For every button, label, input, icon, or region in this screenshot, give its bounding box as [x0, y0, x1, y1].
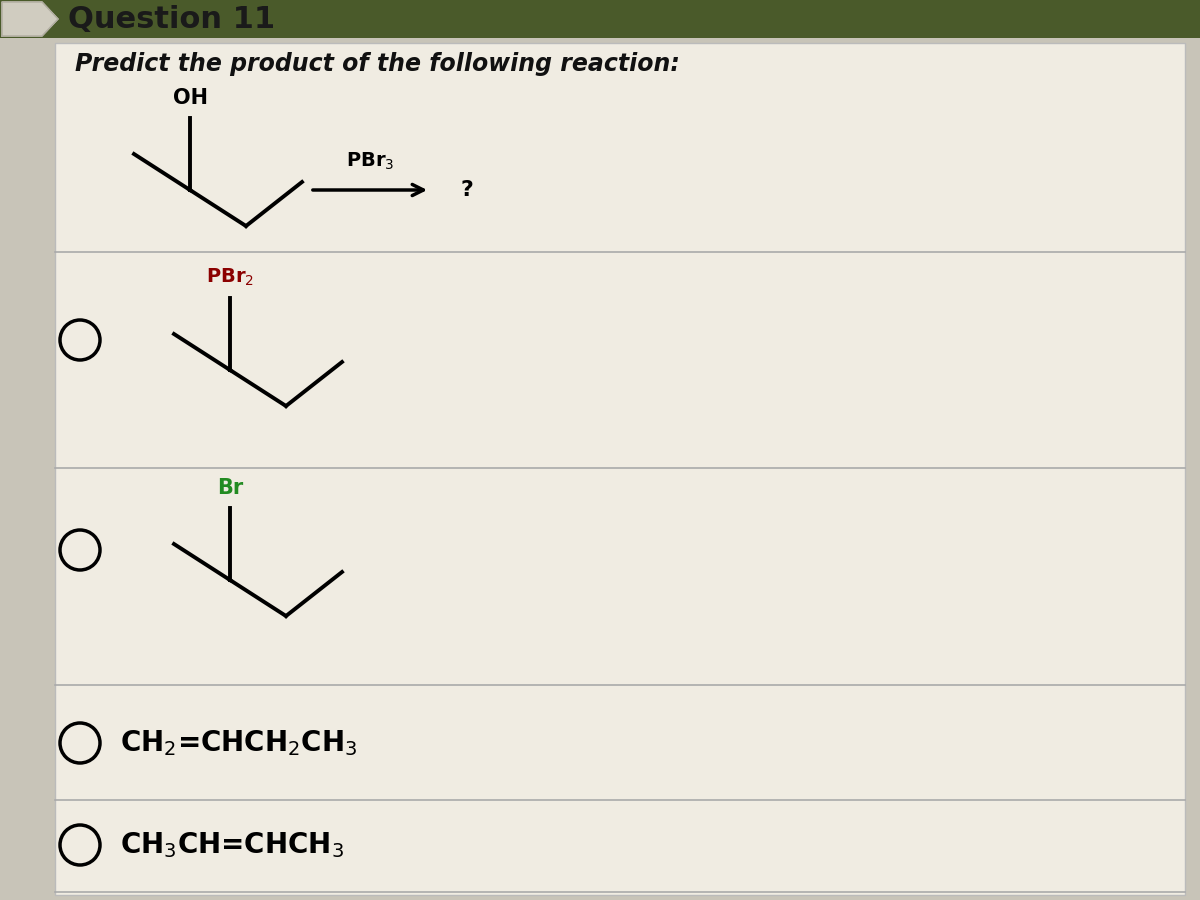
Text: Predict the product of the following reaction:: Predict the product of the following rea…	[74, 52, 680, 76]
Text: PBr$_3$: PBr$_3$	[346, 150, 395, 172]
Text: ?: ?	[460, 180, 473, 200]
Text: PBr$_2$: PBr$_2$	[206, 266, 254, 288]
Text: Question 11: Question 11	[68, 4, 275, 33]
Bar	[0, 0, 1200, 38]
Text: CH$_2$=CHCH$_2$CH$_3$: CH$_2$=CHCH$_2$CH$_3$	[120, 728, 358, 758]
Text: Br: Br	[217, 478, 244, 498]
Polygon shape	[2, 2, 58, 36]
Text: OH: OH	[173, 88, 208, 108]
Text: CH$_3$CH=CHCH$_3$: CH$_3$CH=CHCH$_3$	[120, 830, 344, 860]
